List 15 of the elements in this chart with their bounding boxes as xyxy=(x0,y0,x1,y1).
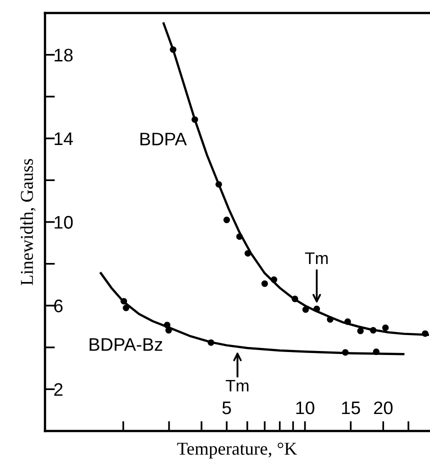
y-tick-label: 14 xyxy=(54,132,73,145)
x-axis-title: Temperature, °K xyxy=(177,442,297,458)
y-tick-label: 6 xyxy=(54,300,63,312)
series-label: BDPA-Bz xyxy=(90,338,162,351)
y-axis-title: Linewidth, Gauss xyxy=(20,158,36,286)
x-tick-label: 10 xyxy=(296,401,314,414)
x-tick-label: 20 xyxy=(374,401,393,414)
x-tick-label: 15 xyxy=(342,402,360,414)
series-label: BDPA xyxy=(140,132,187,146)
y-tick-label: 18 xyxy=(54,48,73,62)
annotation: Tm xyxy=(305,252,328,264)
y-tick-label: 2 xyxy=(54,383,62,396)
annotation: Tm xyxy=(226,380,248,392)
x-tick-label: 5 xyxy=(222,402,231,414)
y-tick-label: 10 xyxy=(54,216,73,229)
